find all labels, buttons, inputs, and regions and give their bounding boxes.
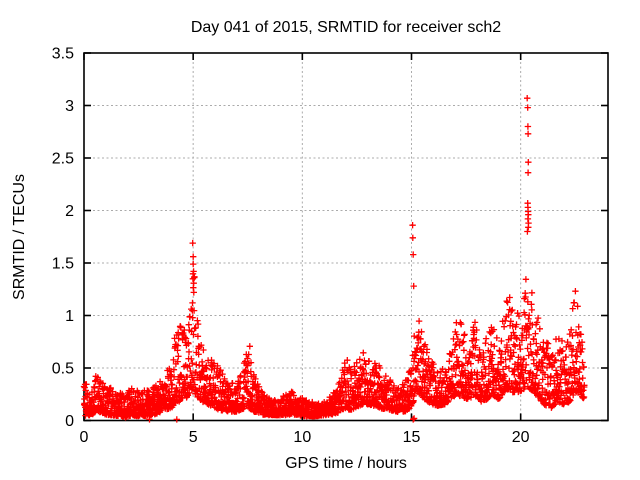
x-tick-label: 10 [293,429,311,446]
axes-frame [83,52,609,422]
y-tick-label: 1 [65,308,74,325]
y-tick-label: 3 [65,98,74,115]
y-tick-label: 0.5 [52,361,74,378]
x-tick-label: 15 [403,429,421,446]
tick-labels: 0 5 10 15 20 0 0.5 1 1.5 2 2.5 3 3.5 [52,46,530,447]
y-tick-label: 2 [65,203,74,220]
x-tick-label: 5 [189,429,198,446]
data-points-series [80,95,588,423]
x-axis-label: GPS time / hours [285,455,407,472]
y-tick-label: 1.5 [52,256,74,273]
y-tick-label: 0 [65,413,74,430]
y-tick-label: 2.5 [52,151,74,168]
chart-title: Day 041 of 2015, SRMTID for receiver sch… [191,19,501,36]
x-tick-label: 0 [80,429,89,446]
x-tick-label: 20 [512,429,530,446]
y-axis-label: SRMTID / TECUs [11,174,28,300]
y-tick-label: 3.5 [52,46,74,63]
